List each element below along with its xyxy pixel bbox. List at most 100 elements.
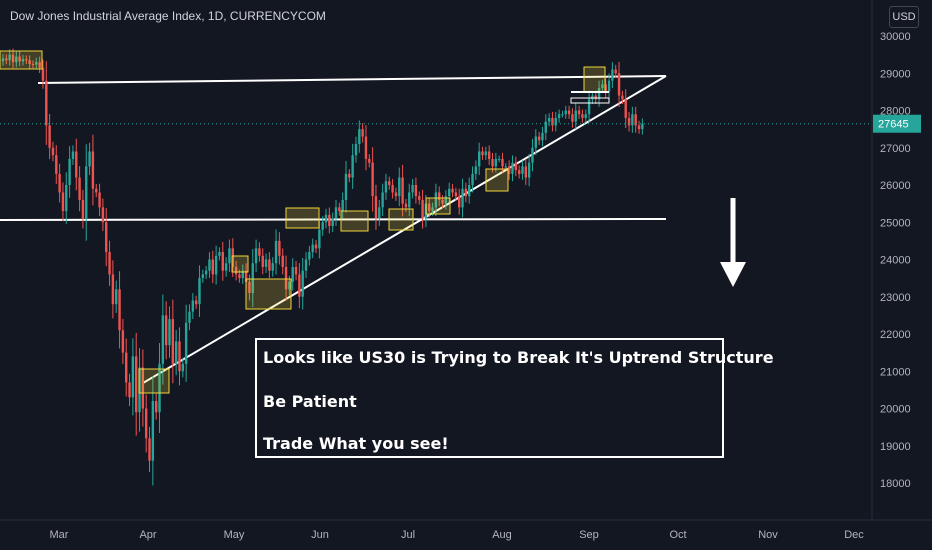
y-tick-label: 19000 xyxy=(880,441,911,453)
candle-body xyxy=(91,151,95,189)
x-tick-label: Mar xyxy=(50,529,69,541)
candle-body xyxy=(411,185,414,193)
candle-body xyxy=(241,270,244,279)
candle-body xyxy=(105,222,108,253)
candle-body xyxy=(224,263,228,271)
candle-body xyxy=(48,125,51,148)
resistance-line xyxy=(37,75,667,84)
candle-body xyxy=(381,192,384,208)
candle-body xyxy=(341,199,344,212)
candle-body xyxy=(214,255,218,275)
candle-body xyxy=(611,69,614,81)
candle-body xyxy=(591,95,594,100)
candle-body xyxy=(471,173,474,185)
candle-body xyxy=(58,173,61,193)
candle-body xyxy=(118,289,121,331)
candle-body xyxy=(554,117,557,126)
candle-body xyxy=(331,218,334,226)
candle-body xyxy=(311,244,314,253)
currency-button[interactable]: USD xyxy=(889,6,919,28)
candle-body xyxy=(281,255,284,267)
candle-body xyxy=(304,259,308,271)
candle-body xyxy=(111,274,115,305)
candle-body xyxy=(141,367,145,409)
candle-body xyxy=(477,151,481,167)
candle-body xyxy=(351,155,354,178)
candle-body xyxy=(464,188,468,197)
candle-body xyxy=(101,207,105,223)
candle-body xyxy=(604,84,607,92)
candle-body xyxy=(78,177,81,200)
candle-body xyxy=(511,162,514,174)
candle-body xyxy=(634,114,637,126)
candle-body xyxy=(641,123,644,130)
candle-body xyxy=(624,99,627,118)
candle-body xyxy=(115,289,118,305)
candle-body xyxy=(61,192,65,212)
candle-body xyxy=(31,63,35,65)
candle-body xyxy=(484,151,488,156)
candle-body xyxy=(125,352,128,383)
candle-body xyxy=(461,188,464,208)
candle-body xyxy=(98,192,101,208)
y-tick-label: 29000 xyxy=(880,68,911,80)
candle-body xyxy=(288,281,291,290)
current-price-label: 27645 xyxy=(878,119,909,131)
candle-body xyxy=(354,144,358,156)
candle-body xyxy=(211,259,214,275)
y-tick-label: 26000 xyxy=(880,180,911,192)
candle-body xyxy=(65,185,68,212)
candle-body xyxy=(581,114,584,118)
candle-body xyxy=(198,278,201,305)
candle-body xyxy=(38,62,41,68)
candle-body xyxy=(567,110,571,115)
candle-body xyxy=(298,274,301,297)
candle-body xyxy=(441,199,444,204)
candle-body xyxy=(388,181,391,185)
candle-body xyxy=(151,401,155,461)
y-tick-label: 21000 xyxy=(880,366,911,378)
candle-body xyxy=(184,322,188,364)
candle-body xyxy=(428,203,431,212)
candle-body xyxy=(324,214,328,223)
candle-body xyxy=(501,158,504,167)
candle-body xyxy=(398,177,401,197)
candle-body xyxy=(8,54,11,61)
candle-body xyxy=(448,188,451,197)
candle-body xyxy=(597,88,601,100)
candle-body xyxy=(527,162,531,178)
candle-body xyxy=(394,192,398,197)
candle-body xyxy=(334,207,338,219)
y-tick-label: 28000 xyxy=(880,106,911,118)
candle-body xyxy=(514,162,518,171)
candle-body xyxy=(491,158,494,167)
candle-body xyxy=(75,151,78,178)
candle-body xyxy=(234,266,238,275)
candle-body xyxy=(88,151,91,167)
candle-body xyxy=(594,95,597,100)
x-tick-label: Jul xyxy=(401,529,415,541)
candle-body xyxy=(574,110,577,122)
candle-body xyxy=(587,99,591,115)
candle-body xyxy=(85,166,88,219)
x-tick-label: Jun xyxy=(311,529,329,541)
annotation-line-1: Looks like US30 is Trying to Break It's … xyxy=(263,348,774,367)
annotation-line-2: Be Patient xyxy=(263,392,357,411)
candle-body xyxy=(544,121,547,133)
candle-body xyxy=(25,59,28,61)
candle-body xyxy=(71,151,75,159)
candle-body xyxy=(41,67,45,81)
candle-body xyxy=(414,185,418,197)
y-tick-label: 25000 xyxy=(880,217,911,229)
candle-body xyxy=(45,80,48,126)
candle-body xyxy=(51,147,55,156)
candle-body xyxy=(55,155,58,174)
candle-body xyxy=(274,240,278,264)
candle-body xyxy=(431,207,434,212)
candle-body xyxy=(208,259,211,271)
candle-body xyxy=(314,244,318,249)
candle-body xyxy=(194,300,198,305)
candle-body xyxy=(451,188,454,193)
x-tick-label: Aug xyxy=(492,529,512,541)
